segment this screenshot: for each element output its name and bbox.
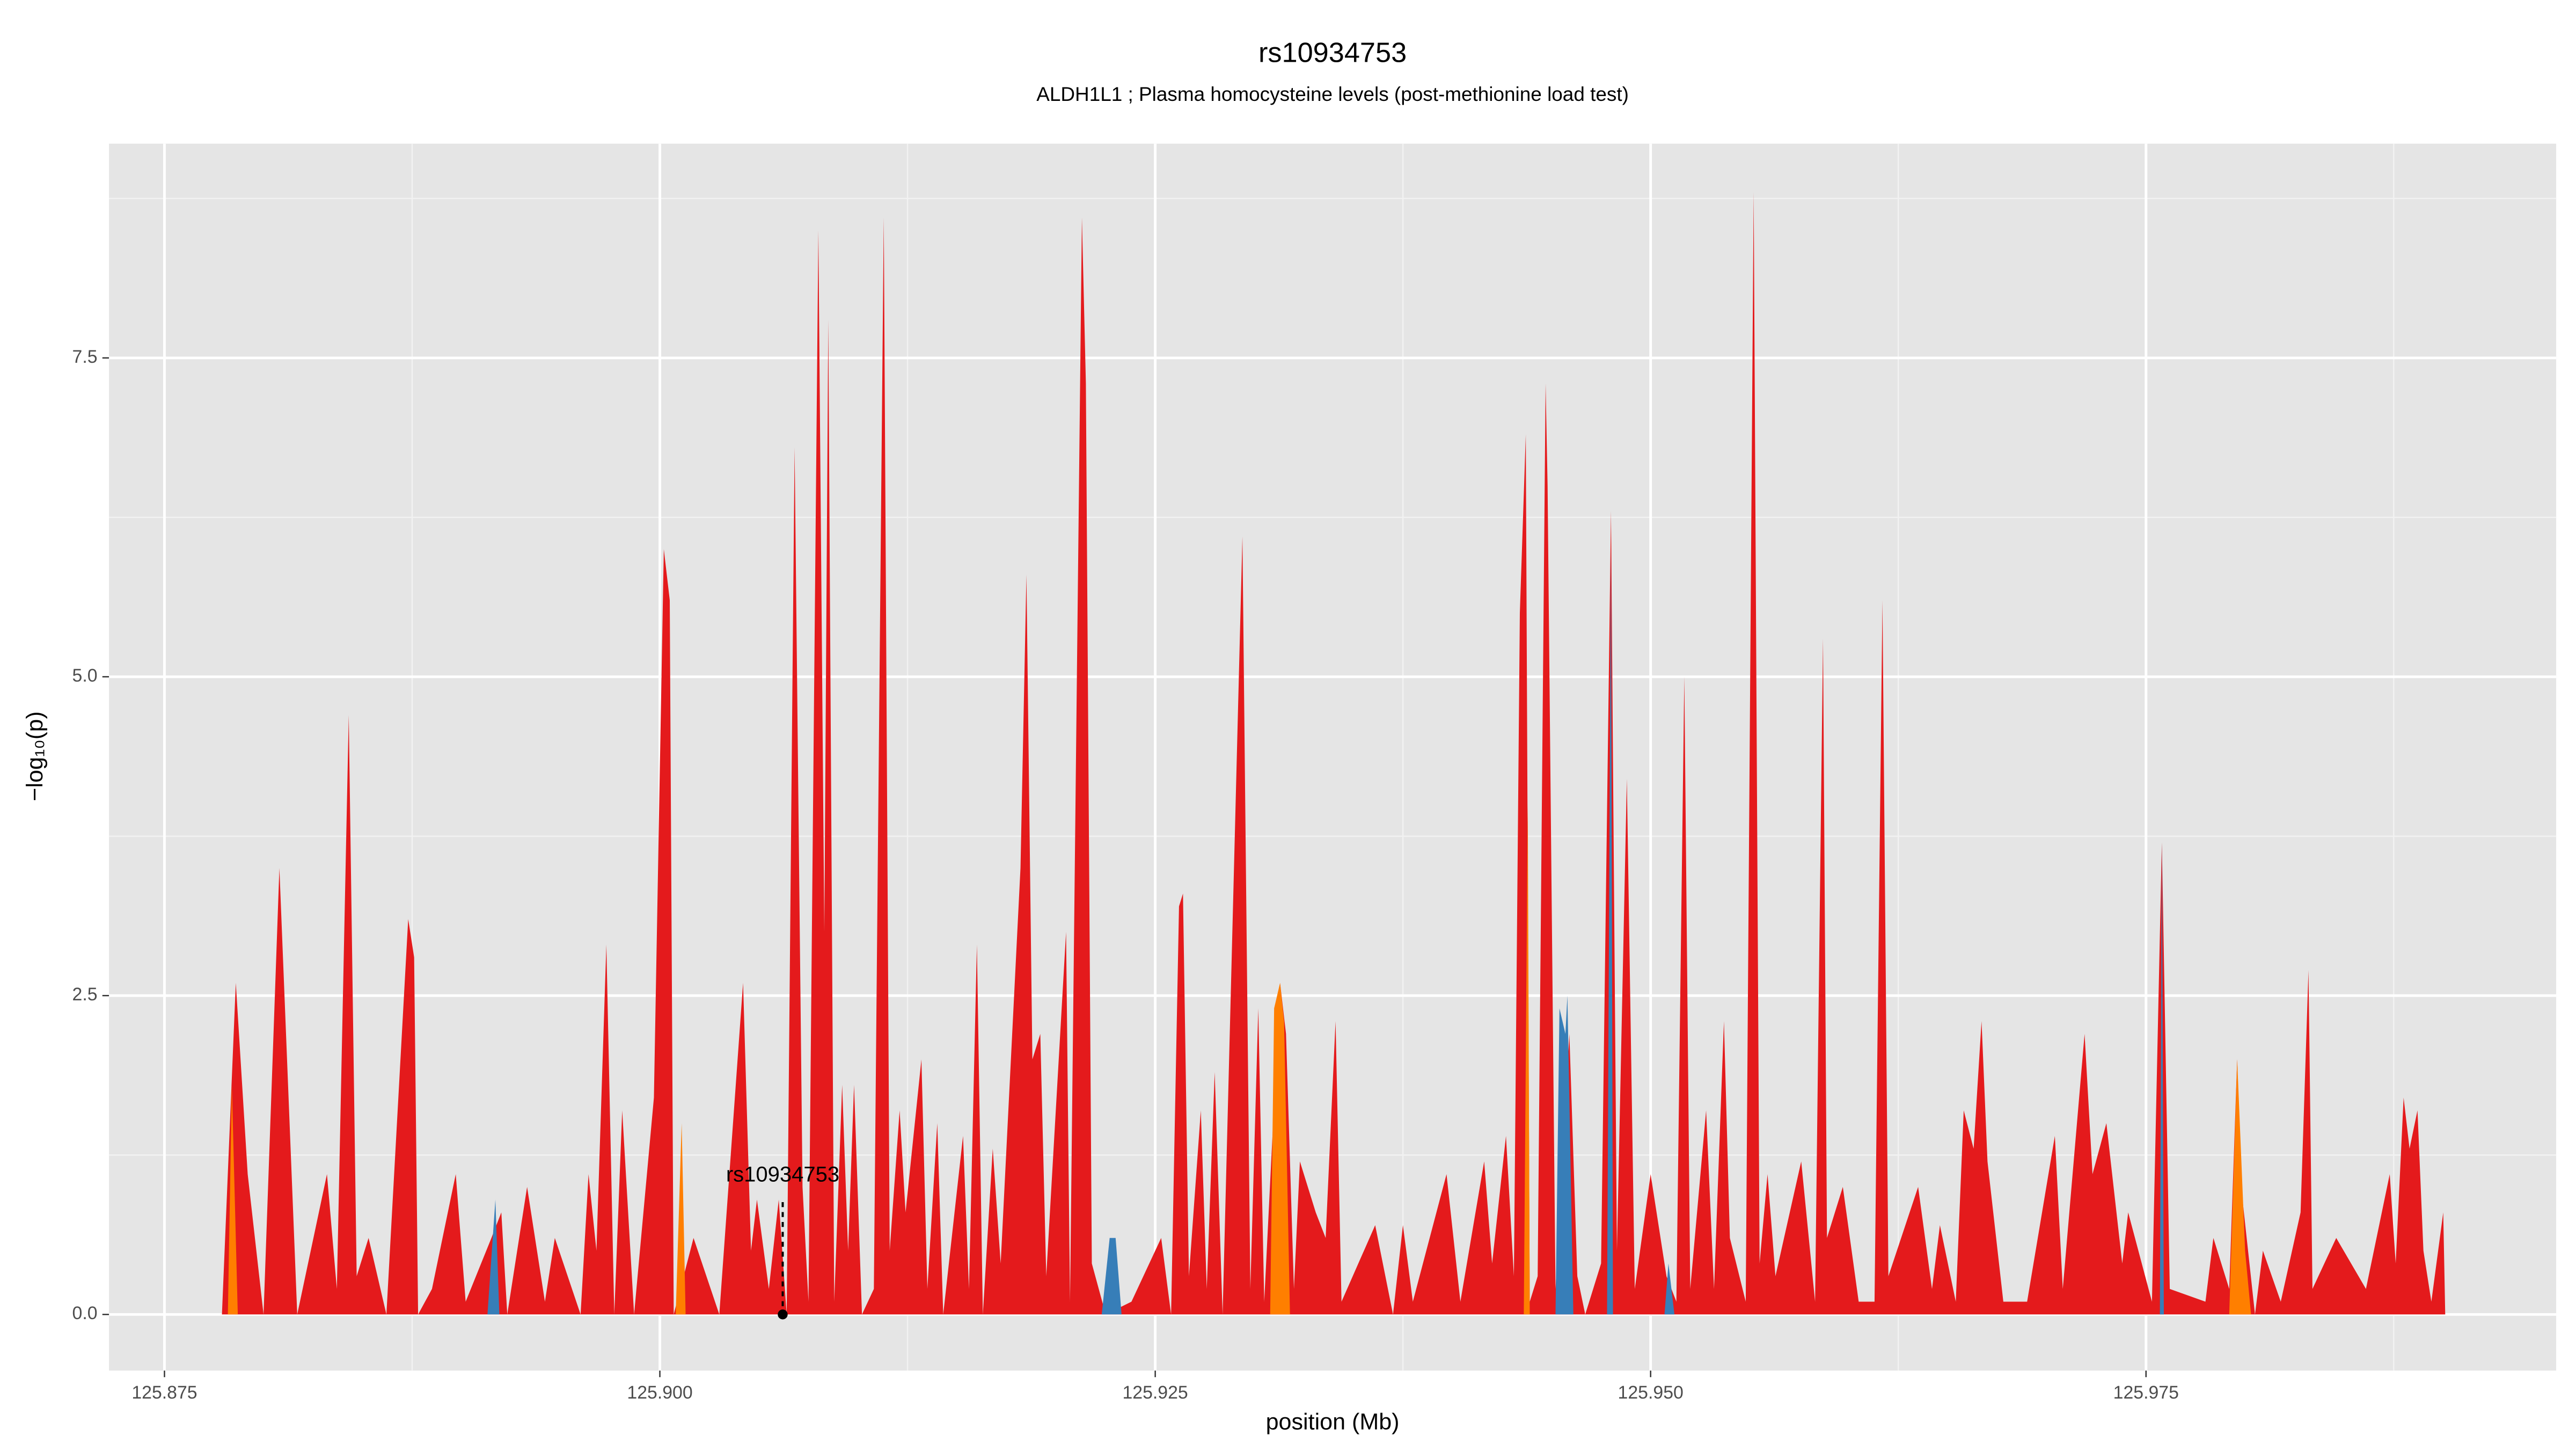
chart-title: rs10934753 — [1258, 37, 1407, 68]
area — [1607, 549, 1613, 1315]
x-tick-label: 125.900 — [627, 1382, 692, 1403]
x-tick-label: 125.950 — [1618, 1382, 1684, 1403]
marks — [222, 192, 2446, 1315]
x-tick-label: 125.925 — [1122, 1382, 1188, 1403]
annotation-label: rs10934753 — [726, 1162, 839, 1186]
area — [676, 1123, 686, 1315]
area — [2160, 842, 2164, 1315]
area — [1524, 804, 1530, 1315]
chart-subtitle: ALDH1L1 ; Plasma homocysteine levels (po… — [1036, 83, 1629, 105]
area — [487, 1199, 500, 1315]
area — [2229, 1059, 2251, 1315]
area — [1664, 1263, 1674, 1315]
y-tick-label: 2.5 — [72, 984, 98, 1005]
y-tick-label: 5.0 — [72, 665, 98, 686]
area — [1270, 983, 1290, 1315]
annotation-point — [778, 1309, 788, 1320]
area — [1555, 996, 1574, 1315]
area — [1101, 1238, 1122, 1315]
x-tick-label: 125.875 — [131, 1382, 197, 1403]
x-axis-label: position (Mb) — [1266, 1409, 1400, 1435]
y-tick-label: 0.0 — [72, 1303, 98, 1323]
y-axis-label: −log₁₀(p) — [22, 711, 48, 801]
x-tick-label: 125.975 — [2113, 1382, 2179, 1403]
area — [228, 1085, 238, 1315]
y-tick-label: 7.5 — [72, 347, 98, 367]
area — [222, 192, 2446, 1315]
